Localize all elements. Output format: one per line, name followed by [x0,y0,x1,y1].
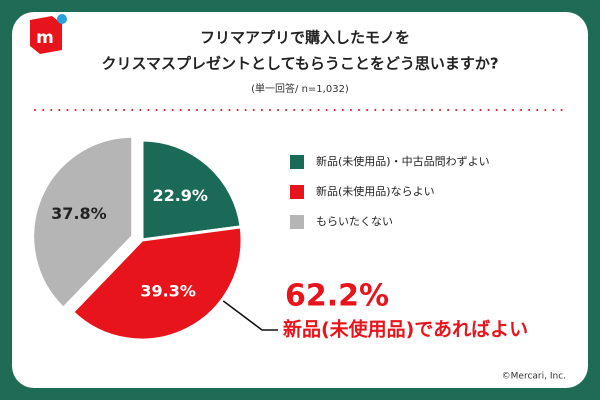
legend-label: 新品(未使用品)・中古品問わずよい [316,154,490,168]
pie-slice [140,138,243,242]
credit: ©Mercari, Inc. [502,372,566,382]
annotation-value: 62.2% [285,279,389,314]
logo-box [30,16,62,54]
legend-swatch [290,215,304,229]
data-label: 39.3% [140,281,196,300]
data-label: 22.9% [152,186,208,205]
title-line: フリマアプリで購入したモノを [200,29,410,47]
annotation-text: 新品(未使用品)であればよい [283,318,528,341]
pie-slice [70,225,244,342]
subtitle: (単一回答/ n=1,032) [251,82,349,95]
logo-dot [57,14,67,24]
pie-slice [31,134,135,311]
connector [221,299,278,331]
legend-label: もらいたくない [316,215,393,228]
legend-swatch [290,185,304,199]
legend-swatch [290,155,304,169]
legend-label: 新品(未使用品)ならよい [316,184,435,198]
data-label: 37.8% [51,204,107,223]
title-line: クリスマスプレゼントとしてもらうことをどう思いますか? [101,55,498,73]
logo-text: m [36,28,54,48]
logo: m [30,14,67,54]
